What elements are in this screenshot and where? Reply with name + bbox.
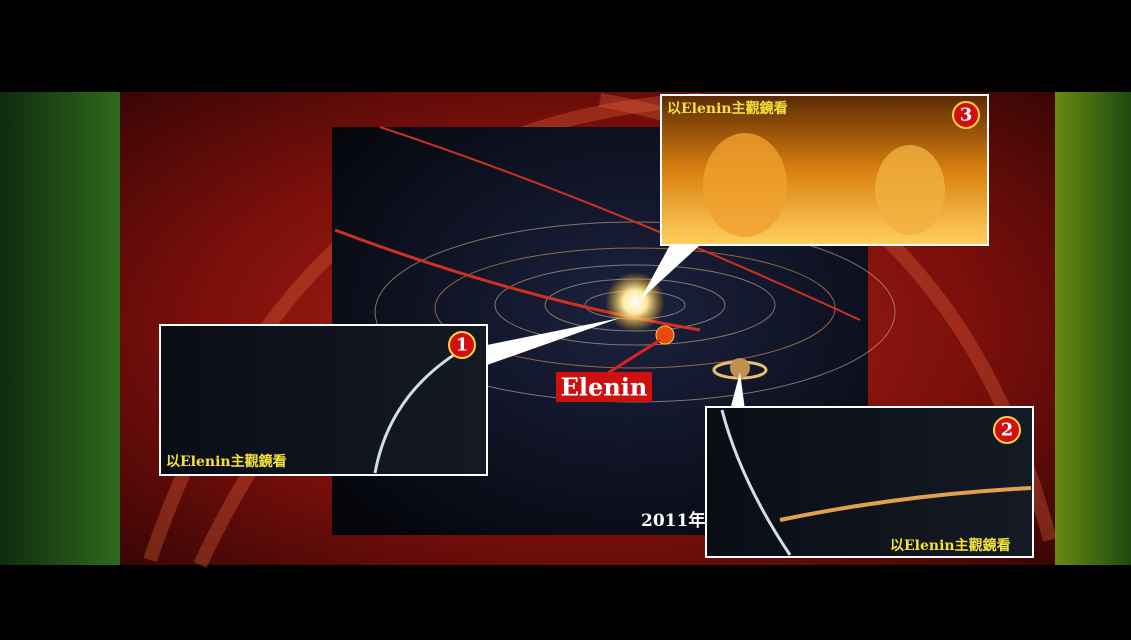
side-green [1055, 92, 1131, 565]
panel: 2 以Elenin主觀鏡看 [705, 406, 1034, 558]
solar-flare [875, 145, 945, 235]
planet-edge [373, 343, 471, 474]
year-label: 2011年 [641, 510, 705, 531]
elenin-comet [655, 325, 675, 345]
callout [640, 245, 700, 300]
panel-caption: 以Elenin主觀鏡看 [166, 453, 287, 470]
panel-number: 2 [1001, 420, 1014, 441]
object-label: Elenin [561, 373, 648, 402]
panel-number: 3 [960, 105, 973, 126]
label-box [556, 372, 652, 402]
planet-edge [720, 409, 792, 556]
panel-number: 1 [456, 335, 469, 356]
solar-flare [703, 133, 787, 237]
panel-caption: 以Elenin主觀鏡看 [890, 537, 1011, 554]
comet-path [379, 126, 861, 321]
panel-frame [159, 324, 488, 476]
label-pointer [599, 338, 661, 380]
panel-caption: 以Elenin主觀鏡看 [667, 100, 788, 117]
saturn [730, 358, 750, 378]
panel-frame [705, 406, 1034, 558]
number-badge [993, 416, 1021, 444]
number-badge [952, 101, 980, 129]
ring [779, 486, 1032, 522]
number-badge [448, 331, 476, 359]
side-green [0, 92, 120, 565]
panel: 3 以Elenin主觀鏡看 [660, 94, 989, 246]
panel: 1 以Elenin主觀鏡看 [159, 324, 488, 476]
callout [487, 318, 620, 365]
callout [730, 372, 745, 410]
